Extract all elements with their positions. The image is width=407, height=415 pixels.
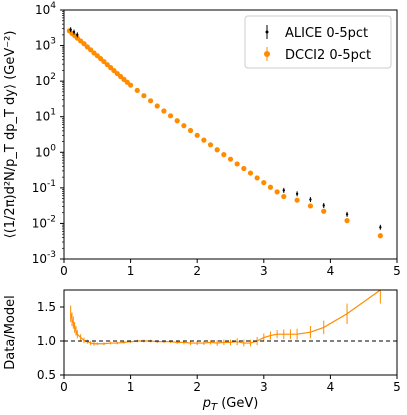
ratio-y-tick-label: 1.0 [37,334,56,348]
spectrum-x-tick-label: 3 [260,264,268,278]
dcci2-point [154,103,160,109]
alice-point [69,28,72,31]
dcci2-point [88,47,94,53]
dcci2-point [227,156,234,162]
ratio-x-tick-label: 2 [193,380,201,394]
legend-label-dcci2: DCCI2 0-5pct [285,48,371,63]
dcci2-point [201,137,207,143]
ratio-y-tick-label: 1.5 [37,300,56,314]
dcci2-point [111,67,117,74]
dcci2-point [247,170,254,176]
dcci2-point [187,127,194,134]
spectrum-y-tick-label: 104 [35,1,56,17]
dcci2-point [141,93,147,99]
dcci2-point [234,161,240,167]
legend-label-alice: ALICE 0-5pct [285,26,368,41]
ratio-x-tick-label: 1 [127,380,135,394]
spectrum-y-tick-label: 10-3 [32,250,56,266]
alice-point [322,204,325,207]
dcci2-point [147,98,154,104]
dcci2-point [321,208,327,214]
spectrum-y-axis-label: ⟨(1/2π)d²N/p_T dp_T dy⟩ (GeV⁻²) [3,31,18,239]
dcci2-point [98,56,104,62]
ratio-x-axis-label: pT (GeV) [202,396,259,413]
dcci2-point [108,65,114,71]
spectrum-y-tick-label: 101 [35,108,56,124]
top-axes-frame [63,9,398,260]
spectrum-marks [66,27,383,239]
legend-marker-dcci2 [264,47,270,61]
dcci2-point [134,87,140,93]
dcci2-point [294,197,300,203]
ratio-x-tick-label: 4 [327,380,335,394]
ratio-x-tick-label: 3 [260,380,268,394]
dcci2-point [281,193,287,200]
top-axis-ticks: 0 1 2 3 4 5 10-3 10-2 10-1 100 101 102 103 104 [32,1,401,278]
dcci2-point [81,41,87,47]
spectrum-y-tick-label: 10-1 [32,179,56,195]
dcci2-point [254,175,260,181]
dcci2-point [167,113,174,119]
spectrum-x-tick-label: 0 [60,264,68,278]
legend-alice-dot [265,30,269,34]
dcci2-point [344,218,350,224]
spectrum-x-tick-label: 4 [327,264,335,278]
dcci2-point [207,142,214,148]
dcci2-point [128,82,134,88]
spectrum-x-tick-label: 1 [127,264,135,278]
spectrum-x-tick-label: 2 [193,264,201,278]
legend: ALICE 0-5pct DCCI2 0-5pct [244,15,392,69]
dcci2-point [161,108,167,114]
legend-dcci2-dot [264,51,270,57]
ratio-line [70,289,381,345]
dcci2-point [241,165,247,172]
alice-point [379,226,382,229]
ratio-y-axis-label: Data/Model [3,295,18,369]
dcci2-point [221,152,227,158]
dcci2-point [84,44,90,50]
legend-marker-alice [265,25,269,39]
spectrum-y-tick-label: 102 [35,72,56,88]
alice-point [282,189,285,192]
dcci2-point [194,132,200,138]
alice-point [76,33,79,37]
dcci2-point [267,184,274,190]
dcci2-point [274,189,280,195]
dcci2-point [377,233,383,239]
dcci2-point [307,203,314,209]
spectrum-y-tick-label: 103 [35,37,56,53]
ratio-x-tick-label: 0 [60,380,68,394]
dcci2-point [214,147,220,153]
alice-point [72,30,76,34]
ratio-axis-ticks: 0 1 2 3 4 5 0.5 1.0 1.5 [37,300,401,394]
ratio-y-tick-label: 0.5 [37,368,56,382]
dcci2-point [101,58,107,65]
spectrum-y-tick-label: 10-2 [32,214,56,230]
alice-point [345,213,349,216]
ratio-marks [70,289,381,347]
dcci2-point [174,118,180,124]
spectrum-y-tick-label: 100 [35,143,56,159]
alice-point [295,192,299,196]
ratio-x-tick-label: 5 [393,380,401,394]
ratio-axes-frame [63,289,398,376]
alice-point [309,198,312,201]
dcci2-point [181,123,187,129]
dcci2-point [261,180,267,186]
dcci2-point [94,53,100,59]
spectrum-x-tick-label: 5 [393,264,401,278]
legend-box [244,15,392,69]
